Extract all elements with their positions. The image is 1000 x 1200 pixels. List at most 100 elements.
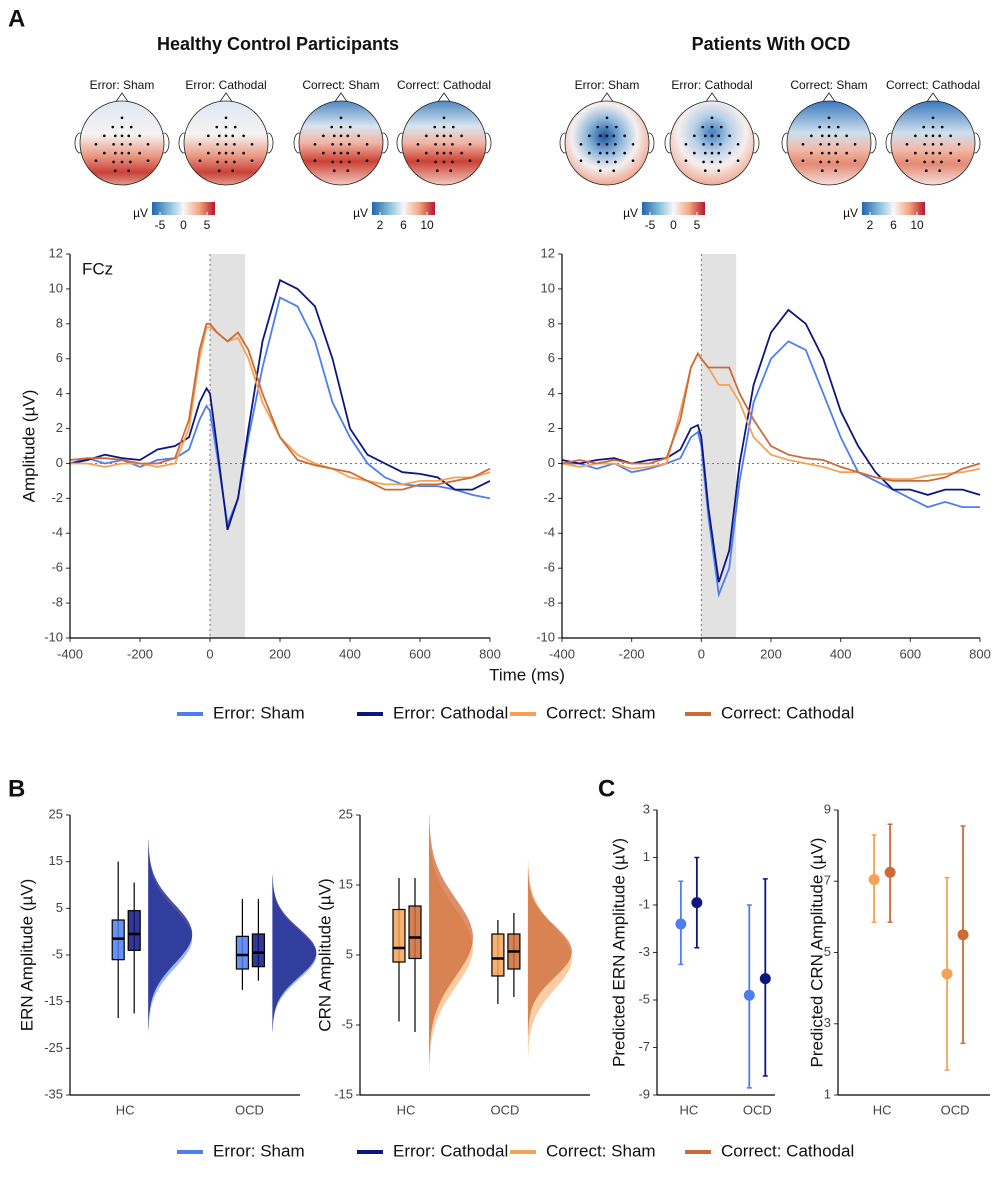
electrode (631, 142, 635, 146)
electrode (728, 134, 731, 138)
colorbar (862, 202, 925, 215)
x-tick-label: 400 (830, 646, 852, 661)
x-tick-label: HC (873, 1102, 892, 1117)
electrode (207, 151, 210, 155)
colorbar-tick-label: 0 (670, 218, 677, 232)
legend-label: Error: Cathodal (393, 1141, 508, 1160)
electrode (702, 142, 705, 146)
electrode (827, 142, 831, 146)
electrode (217, 151, 221, 155)
x-tick-label: 600 (409, 646, 431, 661)
electrode (146, 159, 150, 162)
colorbar-tick-label: 10 (910, 218, 924, 232)
electrode (736, 159, 740, 162)
electrode (442, 134, 446, 138)
electrode (703, 169, 707, 173)
electrode (217, 169, 221, 173)
electrode (460, 134, 463, 138)
electrode (810, 134, 813, 138)
y-tick-label: -2 (543, 490, 555, 505)
electrode (598, 169, 602, 173)
chart-title: Patients With OCD (692, 34, 851, 54)
point (957, 929, 969, 941)
electrode (434, 160, 437, 164)
electrode (348, 160, 351, 164)
electrode (331, 160, 334, 164)
y-axis-label: Amplitude (µV) (19, 390, 38, 503)
y-tick-label: -4 (543, 525, 555, 540)
electrode (845, 134, 848, 138)
electrode (719, 160, 722, 164)
y-tick-label: 12 (541, 245, 555, 260)
erp-line (561, 351, 981, 482)
y-tick-label: 5 (346, 946, 353, 961)
electrode (710, 125, 714, 129)
electrode (940, 125, 944, 129)
electrode (597, 160, 600, 164)
electrode (614, 125, 618, 129)
electrode (231, 151, 235, 155)
electrode (605, 125, 609, 129)
electrode (216, 142, 219, 146)
box (235, 935, 249, 970)
electrode (233, 142, 236, 146)
electrode (198, 142, 202, 146)
electrode (103, 151, 106, 155)
x-tick-label: 0 (206, 646, 213, 661)
electrode (836, 160, 839, 164)
electrode (216, 160, 219, 164)
topomap-label: Error: Sham (575, 78, 640, 92)
electrode (710, 134, 714, 138)
electrode (922, 125, 926, 129)
electrode (834, 151, 838, 155)
x-tick-label: 0 (698, 646, 705, 661)
legend-label: Correct: Sham (546, 703, 656, 722)
electrode (701, 125, 705, 129)
electrode (827, 116, 831, 120)
electrode (923, 142, 926, 146)
electrode (435, 151, 439, 155)
electrode (112, 142, 115, 146)
electrode (113, 169, 117, 173)
y-tick-label: 2 (548, 420, 555, 435)
electrode (433, 125, 437, 129)
box (392, 908, 406, 963)
electrode (940, 160, 943, 164)
erp-line (69, 278, 491, 531)
panel-label: A (8, 5, 25, 32)
colorbar-tick-label: 2 (867, 218, 874, 232)
electrode (596, 125, 600, 129)
electrode (853, 142, 857, 146)
electrode (684, 159, 688, 162)
y-tick-label: 4 (56, 385, 63, 400)
electrode (819, 160, 822, 164)
electrode (834, 169, 838, 173)
box (127, 910, 141, 951)
y-tick-label: 6 (56, 350, 63, 365)
electrode (233, 160, 236, 164)
y-tick-label: 5 (56, 900, 63, 915)
y-tick-label: -25 (44, 1040, 63, 1055)
colorbar-tick-label: 10 (420, 218, 434, 232)
electrode (416, 159, 420, 162)
electrode (612, 169, 616, 173)
electrode (224, 134, 228, 138)
panel-label: C (598, 775, 615, 802)
nose (821, 92, 837, 104)
topomap-label: Correct: Cathodal (397, 78, 491, 92)
electrode (710, 142, 714, 146)
x-tick-label: -200 (127, 646, 153, 661)
electrode (224, 125, 228, 129)
y-tick-label: -5 (51, 946, 63, 961)
electrode (719, 142, 722, 146)
electrode (931, 160, 935, 164)
electrode (845, 151, 848, 155)
colorbar-tick-label: 2 (377, 218, 384, 232)
electrode (313, 142, 317, 146)
highlight-window (701, 254, 737, 638)
erp-line (561, 308, 981, 583)
electrode (468, 142, 472, 146)
y-tick-label: 5 (824, 944, 831, 959)
electrode (460, 151, 463, 155)
